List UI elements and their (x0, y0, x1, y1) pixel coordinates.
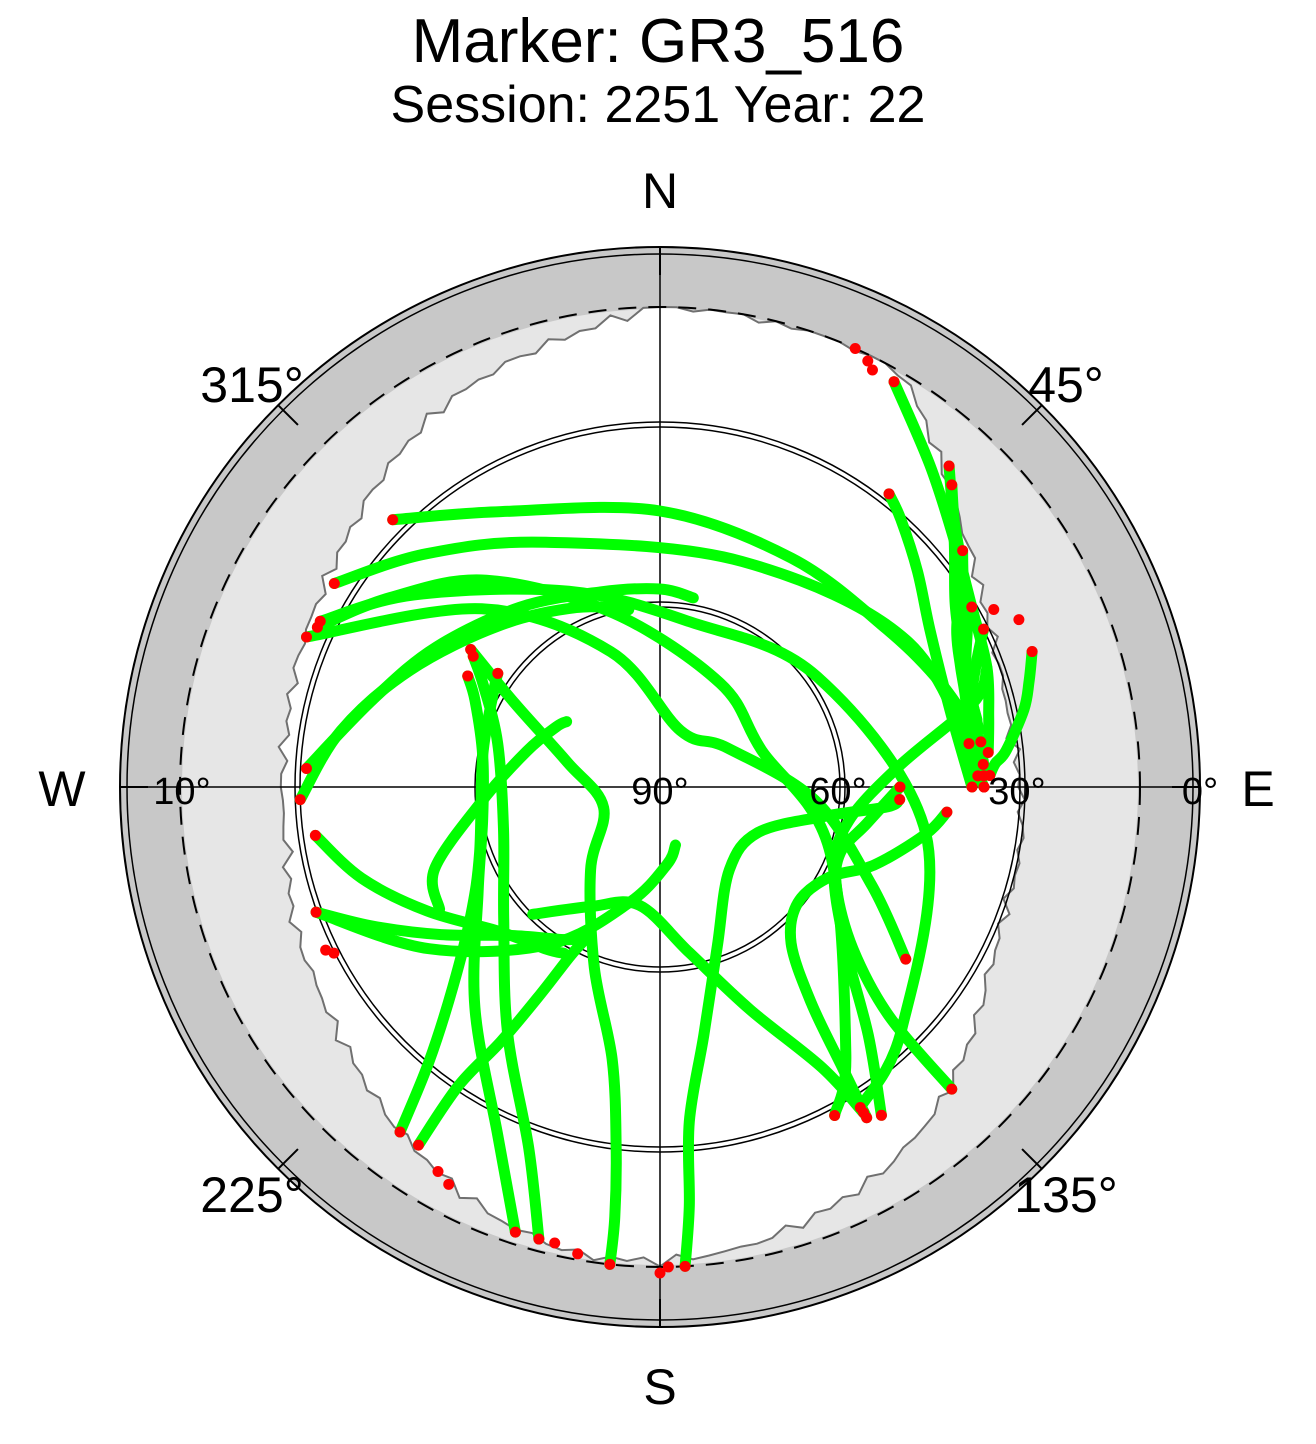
endpoint-16 (662, 1261, 674, 1273)
endpoint-12 (432, 1166, 444, 1178)
cardinal-west-label: W (38, 761, 86, 817)
satellite-tracks (294, 376, 1038, 1272)
track-16-start (861, 1112, 873, 1124)
track-11-start (509, 1226, 521, 1238)
track-12 (467, 650, 545, 1245)
endpoint-5 (1013, 614, 1025, 626)
endpoint-13 (572, 1248, 584, 1260)
track-2 (301, 603, 912, 965)
track-18-end (894, 781, 906, 793)
track-22-end (963, 738, 975, 750)
track-5-start (309, 829, 321, 841)
track-15 (527, 896, 869, 1119)
azimuth-tick-45 (1021, 404, 1043, 426)
chart-subtitle: Session: 2251 Year: 22 (391, 76, 926, 134)
track-19-start (966, 781, 978, 793)
track-10-start (394, 1126, 406, 1138)
track-27-start (387, 514, 399, 526)
elevation-label-60: 60° (809, 771, 866, 813)
cardinal-south-label: S (643, 1359, 676, 1415)
track-12-start (533, 1233, 545, 1245)
track-2-start (301, 631, 313, 643)
track-13-start (604, 1258, 616, 1270)
track-27-end (975, 736, 987, 748)
track-26-start (328, 578, 340, 590)
track-4-end (829, 1109, 841, 1121)
endpoint-4 (988, 604, 1000, 616)
polar-axes (120, 247, 1200, 1327)
azimuth-label-45: 45° (1028, 357, 1104, 413)
track-25-end (984, 769, 996, 781)
track-14-end (894, 794, 906, 806)
track-25-start (1026, 646, 1038, 658)
track-25 (984, 646, 1038, 781)
track-7 (310, 839, 681, 958)
endpoint-15 (654, 1267, 666, 1279)
track-19-end (883, 488, 895, 500)
track-10-end (492, 667, 504, 679)
track-13-end (465, 643, 477, 655)
track-6-start (310, 906, 322, 918)
elevation-label-90: 90° (631, 771, 688, 813)
track-27 (387, 501, 987, 748)
azimuth-label-315: 315° (200, 357, 303, 413)
track-9-start (412, 1139, 424, 1151)
track-20-start (888, 376, 900, 388)
elevation-label-30: 30° (988, 771, 1045, 813)
elevation-label-10: 10° (153, 771, 210, 813)
track-16-end (941, 806, 953, 818)
track-20-end (982, 747, 994, 759)
azimuth-tick-315 (277, 404, 299, 426)
cardinal-east-label: E (1241, 761, 1274, 817)
track-21-start (943, 460, 955, 472)
endpoint-10 (328, 947, 340, 959)
azimuth-tick-225 (277, 1148, 299, 1170)
track-18-start (946, 1083, 958, 1095)
track-endpoints (294, 342, 1038, 1279)
track-13 (465, 644, 622, 1270)
endpoint-9 (320, 944, 332, 956)
azimuth-label-225: 225° (200, 1167, 303, 1223)
track-22 (946, 479, 975, 750)
endpoint-1 (862, 355, 874, 367)
track-18 (830, 781, 958, 1095)
endpoint-0 (849, 342, 861, 354)
track-2-end (900, 953, 912, 965)
track-14-start (679, 1260, 691, 1272)
chart-title: Marker: GR3_516 (412, 7, 905, 76)
endpoint-2 (866, 364, 878, 376)
track-1-start (300, 762, 312, 774)
track-23-start (957, 545, 969, 557)
track-11 (462, 670, 521, 1238)
cardinal-north-label: N (642, 163, 678, 219)
azimuth-tick-135 (1021, 1148, 1043, 1170)
track-22-start (946, 479, 958, 491)
track-4 (311, 574, 852, 1121)
track-17-start (875, 1109, 887, 1121)
track-24-start (978, 623, 990, 635)
azimuth-label-135: 135° (1014, 1167, 1117, 1223)
track-11-end (462, 670, 474, 682)
endpoint-14 (549, 1237, 561, 1249)
endpoint-3 (966, 601, 978, 613)
track-0-start (294, 794, 306, 806)
track-9 (412, 932, 592, 1151)
elevation-label-0: 0° (1182, 771, 1218, 813)
track-4-start (311, 621, 323, 633)
endpoint-8 (977, 758, 989, 770)
track-16 (784, 806, 953, 1124)
endpoint-6 (978, 781, 990, 793)
endpoint-7 (972, 770, 984, 782)
track-3 (314, 583, 936, 1114)
endpoint-11 (443, 1178, 455, 1190)
